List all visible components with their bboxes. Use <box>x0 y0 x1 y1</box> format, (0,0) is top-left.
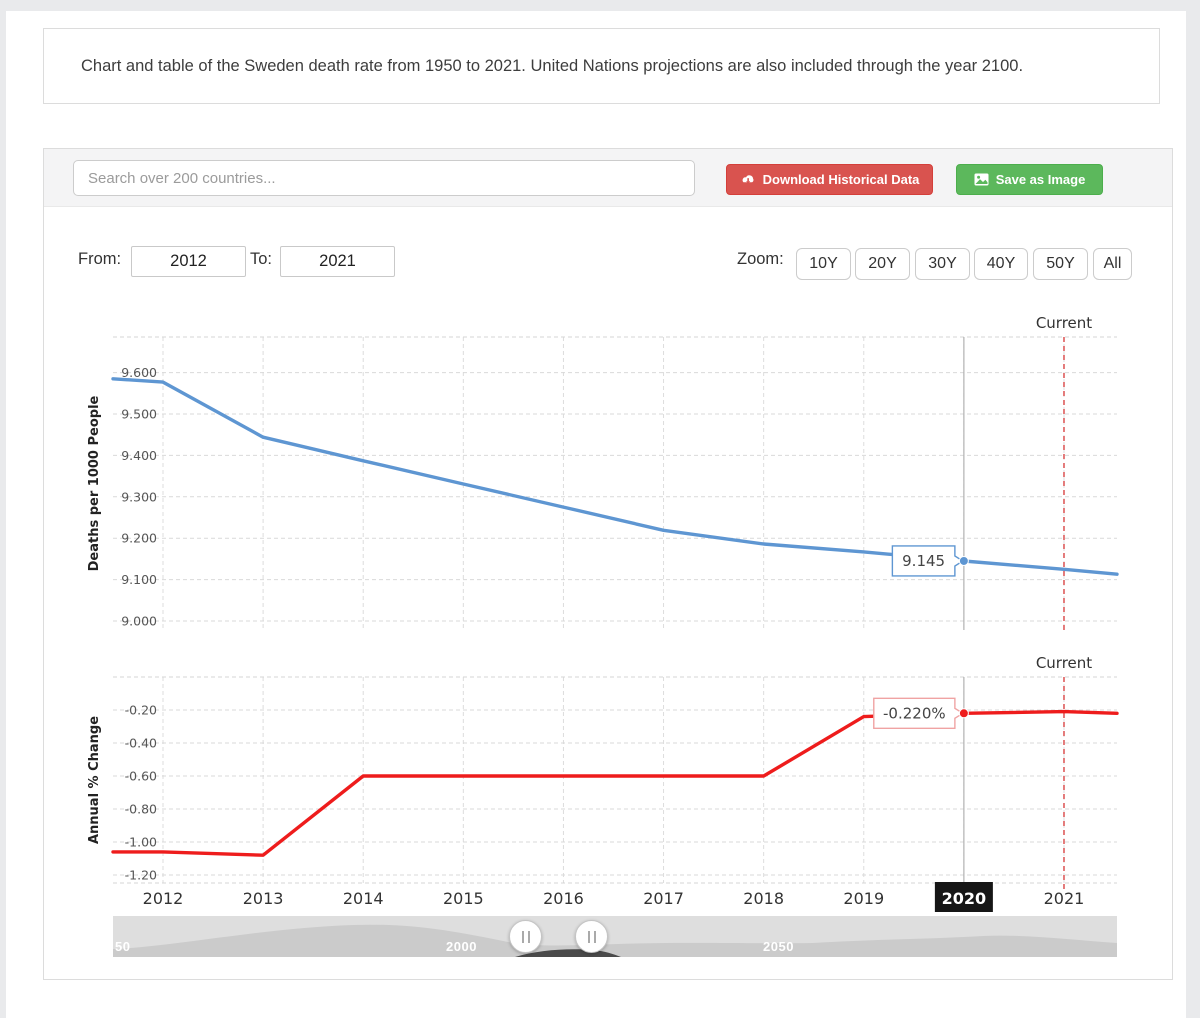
x-label: 2018 <box>743 889 784 908</box>
x-label: 2013 <box>243 889 284 908</box>
image-icon <box>974 173 989 186</box>
y-tick-label: 9.500 <box>121 407 157 422</box>
annual-change-chart[interactable]: -0.20 -0.40 -0.60 -0.80 -1.00 -1.20 Annual % C… <box>85 655 1125 917</box>
series-line[interactable] <box>111 377 1119 576</box>
zoom-button-all[interactable]: All <box>1093 248 1132 280</box>
y-tick-label: -0.40 <box>125 736 157 751</box>
y-tick-label: -0.20 <box>125 703 157 718</box>
download-button-label: Download Historical Data <box>762 172 920 187</box>
navigator-series <box>113 924 1117 957</box>
x-label: 2021 <box>1044 889 1085 908</box>
x-label: 2015 <box>443 889 484 908</box>
navigator-year-label: 50 <box>115 939 131 954</box>
x-label: 2016 <box>543 889 584 908</box>
save-button-label: Save as Image <box>995 172 1086 187</box>
y-tick-label: 9.400 <box>121 448 157 463</box>
y-tick-label: 9.000 <box>121 614 157 629</box>
save-as-image-button[interactable]: Save as Image <box>956 164 1103 195</box>
navigator-year-label: 2000 <box>446 939 477 954</box>
y-tick-label: 9.100 <box>121 572 157 587</box>
tooltip-value: 9.145 <box>902 552 945 570</box>
y-tick-label: 9.300 <box>121 489 157 504</box>
zoom-button-50y[interactable]: 50Y <box>1033 248 1088 280</box>
description-card: Chart and table of the Sweden death rate… <box>43 28 1160 104</box>
zoom-button-30y[interactable]: 30Y <box>915 248 970 280</box>
y-tick-label: 9.200 <box>121 531 157 546</box>
cloud-download-icon <box>742 175 754 184</box>
selected-year-label-box[interactable] <box>934 882 993 912</box>
point-marker <box>958 708 969 719</box>
series-line[interactable] <box>111 709 1119 857</box>
range-navigator[interactable]: 50 2000 2050 <box>113 916 1117 957</box>
zoom-button-20y[interactable]: 20Y <box>855 248 910 280</box>
x-label: 2014 <box>343 889 384 908</box>
point-marker <box>958 555 969 566</box>
y-axis-title: Annual % Change <box>87 716 102 844</box>
navigator-handle-left[interactable] <box>509 920 542 953</box>
tooltip-box <box>891 545 965 577</box>
from-year-input[interactable] <box>131 246 246 277</box>
y-tick-label: -0.80 <box>125 802 157 817</box>
navigator-year-label: 2050 <box>763 939 794 954</box>
description-text: Chart and table of the Sweden death rate… <box>81 56 1024 75</box>
search-input[interactable] <box>73 160 695 196</box>
x-label: 2017 <box>643 889 684 908</box>
death-rate-chart[interactable]: 9.600 9.500 9.400 9.300 9.200 9.100 9.000 Death… <box>85 315 1125 637</box>
x-label: 2012 <box>143 889 184 908</box>
y-tick-label: -1.00 <box>125 835 157 850</box>
to-year-input[interactable] <box>280 246 395 277</box>
current-label: Current <box>1036 315 1092 332</box>
zoom-button-40y[interactable]: 40Y <box>974 248 1028 280</box>
tooltip-value: -0.220% <box>883 704 946 722</box>
x-label-selected: 2020 <box>942 889 987 908</box>
y-tick-label: -1.20 <box>125 868 157 883</box>
y-axis-title: Deaths per 1000 People <box>87 395 102 571</box>
to-label: To: <box>250 250 273 268</box>
tooltip-box <box>873 697 965 729</box>
download-historical-data-button[interactable]: Download Historical Data <box>726 164 933 195</box>
navigator-handle-right[interactable] <box>575 920 608 953</box>
y-tick-label: 9.600 <box>121 365 157 380</box>
zoom-label: Zoom: <box>737 250 784 268</box>
current-label: Current <box>1036 655 1092 672</box>
from-label: From: <box>78 250 122 268</box>
x-label: 2019 <box>843 889 884 908</box>
y-tick-label: -0.60 <box>125 769 157 784</box>
zoom-button-10y[interactable]: 10Y <box>796 248 851 280</box>
